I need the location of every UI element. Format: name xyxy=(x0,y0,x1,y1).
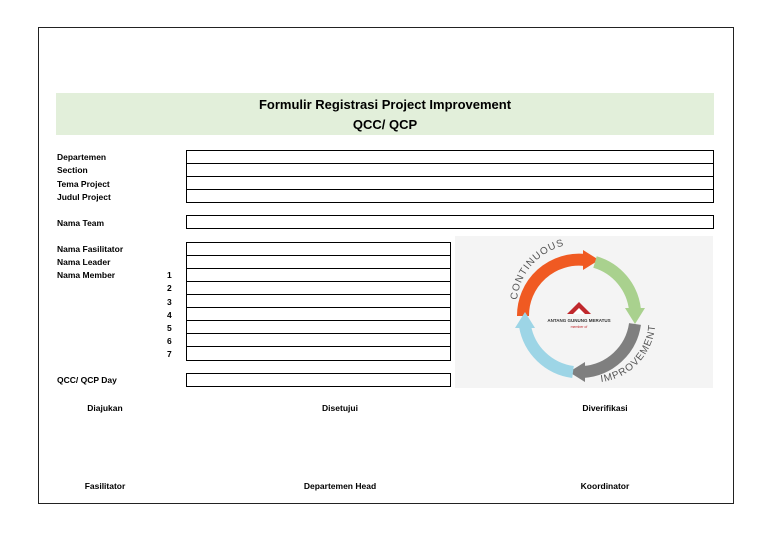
member-number: 7 xyxy=(167,349,172,359)
arc-orange xyxy=(516,253,586,317)
logo-graphic: CONTINUOUS IMPROVEMENT ANTANG GUNUNG MER… xyxy=(509,238,657,385)
label-nama-member: Nama Member xyxy=(57,270,116,280)
title-band xyxy=(56,93,714,135)
sig-label-koordinator: Koordinator xyxy=(580,481,630,491)
arc-gray xyxy=(582,322,641,378)
field-divider xyxy=(187,176,713,177)
form-subtitle: QCC/ QCP xyxy=(352,117,418,132)
company-mark-inner xyxy=(573,308,585,314)
sig-label-diajukan: Diajukan xyxy=(87,403,123,413)
field-divider xyxy=(187,255,450,256)
project-info-fields[interactable] xyxy=(186,150,714,203)
field-divider xyxy=(187,333,450,334)
sig-label-fasilitator: Fasilitator xyxy=(84,481,126,491)
form-title: Formulir Registrasi Project Improvement xyxy=(258,97,512,112)
arc-blue xyxy=(519,324,575,378)
field-divider xyxy=(187,163,713,164)
label-tema-project: Tema Project xyxy=(57,179,110,189)
logo-company-name: ANTANG GUNUNG MERATUS xyxy=(547,318,610,323)
arrow-blue xyxy=(515,312,535,328)
label-nama-team: Nama Team xyxy=(57,218,105,228)
arrow-gray xyxy=(569,362,585,382)
arrow-green xyxy=(625,308,645,324)
field-divider xyxy=(187,189,713,190)
field-divider xyxy=(187,268,450,269)
member-number: 6 xyxy=(167,336,172,346)
label-judul-project: Judul Project xyxy=(57,192,111,202)
field-divider xyxy=(187,294,450,295)
logo-member-of: member of xyxy=(571,325,588,329)
sig-label-departemen-head: Departemen Head xyxy=(303,481,377,491)
qcc-day-field[interactable] xyxy=(186,373,451,387)
field-divider xyxy=(187,281,450,282)
field-divider xyxy=(187,307,450,308)
label-nama-leader: Nama Leader xyxy=(57,257,111,267)
arc-green xyxy=(593,256,641,311)
field-divider xyxy=(187,346,450,347)
arrow-orange xyxy=(583,250,599,270)
member-number: 2 xyxy=(167,283,172,293)
member-number: 1 xyxy=(167,270,172,280)
member-number: 5 xyxy=(167,323,172,333)
label-nama-fasilitator: Nama Fasilitator xyxy=(57,244,124,254)
label-section: Section xyxy=(57,165,88,175)
member-number: 4 xyxy=(167,310,172,320)
sig-label-diverifikasi: Diverifikasi xyxy=(582,403,628,413)
team-members-fields[interactable] xyxy=(186,242,451,361)
field-divider xyxy=(187,320,450,321)
label-qcc-day: QCC/ QCP Day xyxy=(57,375,117,385)
label-departemen: Departemen xyxy=(57,152,107,162)
member-number: 3 xyxy=(167,297,172,307)
continuous-improvement-logo: CONTINUOUS IMPROVEMENT ANTANG GUNUNG MER… xyxy=(455,236,713,388)
nama-team-field[interactable] xyxy=(186,215,714,229)
sig-label-disetujui: Disetujui xyxy=(322,403,358,413)
